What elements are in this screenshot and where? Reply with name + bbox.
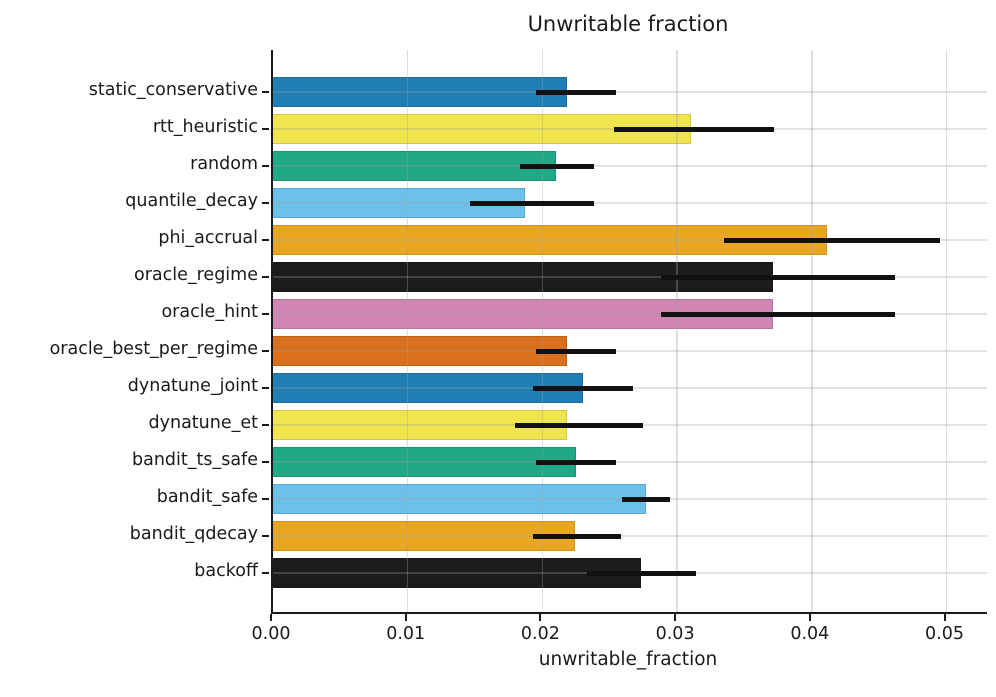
y-tick-label-oracle_best_per_regime: oracle_best_per_regime — [49, 339, 258, 359]
error-bar-rtt_heuristic — [613, 126, 775, 132]
y-tick-label-oracle_regime: oracle_regime — [134, 265, 258, 285]
plot-area — [271, 50, 987, 614]
x-tick-mark — [943, 614, 946, 621]
y-tick-label-bandit_ts_safe: bandit_ts_safe — [131, 450, 258, 470]
y-tick-label-backoff: backoff — [194, 561, 258, 581]
error-bar-random — [519, 163, 594, 169]
y-tick-mark — [262, 498, 269, 500]
bar-random — [273, 151, 556, 181]
bars-layer — [273, 50, 987, 612]
bar-bandit_qdecay — [273, 521, 575, 551]
error-bar-backoff — [586, 570, 696, 576]
error-bar-bandit_qdecay — [532, 533, 621, 539]
bar-oracle_best_per_regime — [273, 336, 567, 366]
y-tick-label-dynatune_et: dynatune_et — [148, 413, 258, 433]
x-tick-mark — [404, 614, 407, 621]
y-tick-mark — [262, 313, 269, 315]
y-tick-mark — [262, 572, 269, 574]
x-tick-label: 0.05 — [925, 624, 964, 644]
bar-bandit_ts_safe — [273, 447, 577, 477]
bar-backoff — [273, 558, 641, 588]
x-tick-mark — [270, 614, 272, 621]
error-bar-quantile_decay — [469, 200, 594, 206]
x-axis-label: unwritable_fraction — [538, 649, 718, 670]
y-tick-label-phi_accrual: phi_accrual — [158, 228, 258, 248]
bar-bandit_safe — [273, 484, 647, 514]
y-tick-label-rtt_heuristic: rtt_heuristic — [152, 117, 258, 137]
y-tick-label-bandit_safe: bandit_safe — [156, 487, 258, 507]
y-tick-mark — [262, 239, 269, 241]
y-tick-mark — [262, 424, 269, 426]
bar-oracle_regime — [273, 262, 773, 292]
y-tick-mark — [262, 202, 269, 204]
y-tick-mark — [262, 276, 269, 278]
x-tick-mark — [808, 614, 811, 621]
y-tick-mark — [262, 535, 269, 537]
y-tick-label-bandit_qdecay: bandit_qdecay — [129, 524, 258, 544]
y-tick-mark — [262, 165, 269, 167]
error-bar-oracle_hint — [660, 311, 896, 317]
error-bar-oracle_regime — [660, 274, 896, 280]
x-tick-label: 0.04 — [790, 624, 830, 644]
error-bar-dynatune_et — [515, 422, 644, 428]
bar-dynatune_joint — [273, 373, 583, 403]
y-tick-label-quantile_decay: quantile_decay — [125, 191, 258, 211]
error-bar-dynatune_joint — [532, 385, 633, 391]
x-tick-label: 0.01 — [386, 624, 426, 644]
y-tick-mark — [262, 350, 269, 352]
x-tick-mark — [539, 614, 542, 621]
x-tick-label: 0.00 — [251, 624, 291, 644]
x-tick-label: 0.02 — [520, 624, 560, 644]
x-tick-mark — [674, 614, 677, 621]
x-tick-label: 0.03 — [655, 624, 695, 644]
y-tick-label-static_conservative: static_conservative — [88, 80, 258, 100]
y-tick-mark — [262, 91, 269, 93]
y-tick-label-oracle_hint: oracle_hint — [161, 302, 258, 322]
error-bar-bandit_ts_safe — [535, 459, 617, 465]
error-bars-layer — [273, 50, 987, 612]
chart-title: Unwritable fraction — [527, 12, 729, 36]
bar-static_conservative — [273, 77, 567, 107]
y-tick-mark — [262, 128, 269, 130]
error-bar-bandit_safe — [621, 496, 671, 502]
y-tick-label-random: random — [190, 154, 258, 174]
y-tick-mark — [262, 387, 269, 389]
y-tick-label-dynatune_joint: dynatune_joint — [127, 376, 258, 396]
error-bar-static_conservative — [535, 89, 617, 95]
error-bar-oracle_best_per_regime — [535, 348, 617, 354]
y-tick-mark — [262, 461, 269, 463]
error-bar-phi_accrual — [724, 237, 940, 243]
